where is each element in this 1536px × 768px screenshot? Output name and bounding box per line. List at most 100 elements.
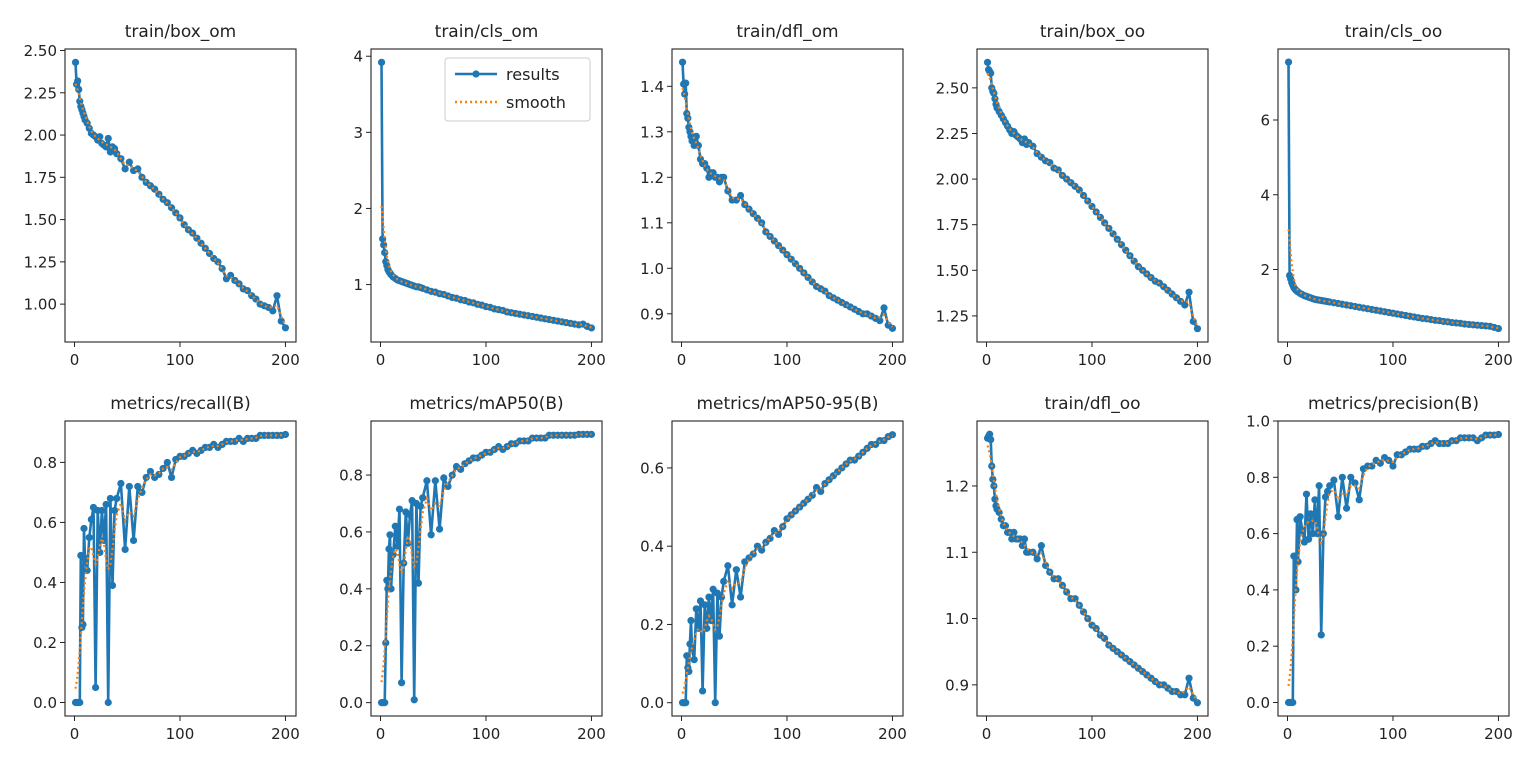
results-point [102, 143, 110, 151]
results-point [104, 698, 112, 707]
results-point [382, 639, 390, 647]
results-point [146, 467, 155, 476]
results-point [1355, 496, 1363, 504]
results-point [113, 494, 121, 503]
results-point [991, 495, 999, 503]
x-tick-label: 200 [271, 725, 300, 743]
results-point [888, 431, 897, 439]
axes-frame [976, 420, 1209, 717]
results-point [273, 292, 281, 300]
y-tick-label: 1.75 [936, 216, 969, 234]
y-tick-label: 1.1 [945, 544, 969, 562]
y-tick-label: 1.00 [24, 296, 57, 314]
results-point [692, 605, 700, 613]
results-point [1071, 595, 1079, 603]
results-point [690, 656, 698, 664]
results-point [711, 699, 719, 707]
results-point [694, 624, 702, 632]
results-point [76, 698, 84, 707]
subplot-title: train/dfl_oo [1044, 394, 1140, 414]
axes-frame [370, 420, 603, 717]
results-point [383, 576, 391, 584]
results-point [796, 264, 804, 272]
results-line [74, 62, 287, 329]
x-tick-label: 200 [878, 351, 907, 369]
results-point [1018, 542, 1026, 550]
subplot-train-dfl-om: train/dfl_om 0 100 200 0.9 1.0 1.1 1.2 1.3 1.4 [640, 22, 907, 369]
x-tick-label: 0 [1283, 351, 1293, 369]
results-point [736, 191, 745, 200]
results-point [419, 494, 427, 502]
results-line [1288, 433, 1499, 704]
axes-frame [64, 420, 297, 717]
y-tick-label: 0.8 [1246, 469, 1270, 487]
x-tick-label: 100 [472, 351, 501, 369]
results-point [427, 531, 435, 539]
results-point [440, 474, 448, 482]
results-point [414, 579, 423, 587]
subplot-train-cls-oo: train/cls_oo 0 100 200 2 4 6 [1260, 22, 1512, 369]
x-tick-label: 100 [1078, 725, 1107, 743]
subplot-title: train/cls_oo [1345, 22, 1443, 42]
results-point [391, 522, 399, 530]
results-point [113, 150, 121, 158]
results-point [1185, 288, 1193, 296]
y-tick-label: 0.0 [1246, 694, 1270, 712]
results-point [715, 632, 724, 640]
subplot-train-dfl-oo: train/dfl_oo 0 100 200 0.9 1.0 1.1 1.2 [945, 394, 1212, 743]
results-point [125, 482, 133, 491]
results-point [1494, 430, 1503, 439]
y-tick-label: 1.3 [640, 123, 664, 141]
results-point [74, 77, 82, 85]
y-tick-label: 2.50 [936, 79, 969, 97]
results-point [81, 554, 89, 563]
results-point [997, 515, 1005, 523]
y-tick-label: 0.8 [339, 467, 363, 485]
subplot-title: train/cls_om [435, 22, 539, 42]
smooth-line [74, 83, 287, 326]
x-tick-label: 0 [70, 351, 80, 369]
y-tick-label: 2.25 [24, 84, 57, 102]
y-tick-label: 2.00 [936, 171, 969, 189]
results-point [1296, 513, 1304, 521]
results-point [1323, 487, 1332, 495]
results-point [880, 304, 888, 312]
results-point [983, 58, 992, 66]
x-tick-label: 200 [1484, 351, 1513, 369]
results-point [397, 679, 406, 687]
results-point [218, 265, 226, 273]
results-point [876, 317, 884, 325]
smooth-line [986, 445, 1199, 702]
x-tick-label: 200 [577, 351, 606, 369]
x-tick-label: 100 [773, 351, 802, 369]
results-point [1101, 219, 1109, 227]
results-point [724, 562, 732, 570]
results-point [121, 545, 129, 554]
subplot-metrics-recall-b-: metrics/recall(B) 0 100 200 0.0 0.2 0.4 0.6 0.8 [33, 394, 300, 743]
results-point [888, 324, 897, 332]
results-point [410, 696, 418, 704]
results-point [720, 173, 728, 181]
subplot-train-box-oo: train/box_oo 0 100 200 1.25 1.50 1.75 2.00 2.25 2… [936, 22, 1212, 369]
y-tick-label: 0.4 [1246, 581, 1270, 599]
x-tick-label: 100 [1078, 351, 1107, 369]
results-point [1326, 482, 1334, 490]
results-point [774, 530, 783, 539]
subplot-metrics-map50-b-: metrics/mAP50(B) 0 100 200 0.0 0.2 0.4 0.6 0.8 [339, 394, 606, 743]
results-point [1193, 325, 1202, 333]
subplot-title: metrics/mAP50-95(B) [696, 394, 878, 414]
y-tick-label: 0.8 [33, 454, 57, 472]
results-point [98, 506, 106, 515]
results-point [386, 531, 394, 539]
results-point [1351, 479, 1359, 487]
y-tick-label: 1.1 [640, 214, 664, 232]
x-tick-label: 0 [677, 351, 687, 369]
x-tick-label: 0 [677, 725, 687, 743]
results-point [701, 601, 709, 609]
y-tick-label: 1.0 [640, 260, 664, 278]
results-point [406, 511, 414, 519]
x-tick-label: 100 [1379, 351, 1408, 369]
results-point [1193, 699, 1202, 707]
results-point [385, 545, 393, 553]
axes-frame [976, 48, 1209, 343]
